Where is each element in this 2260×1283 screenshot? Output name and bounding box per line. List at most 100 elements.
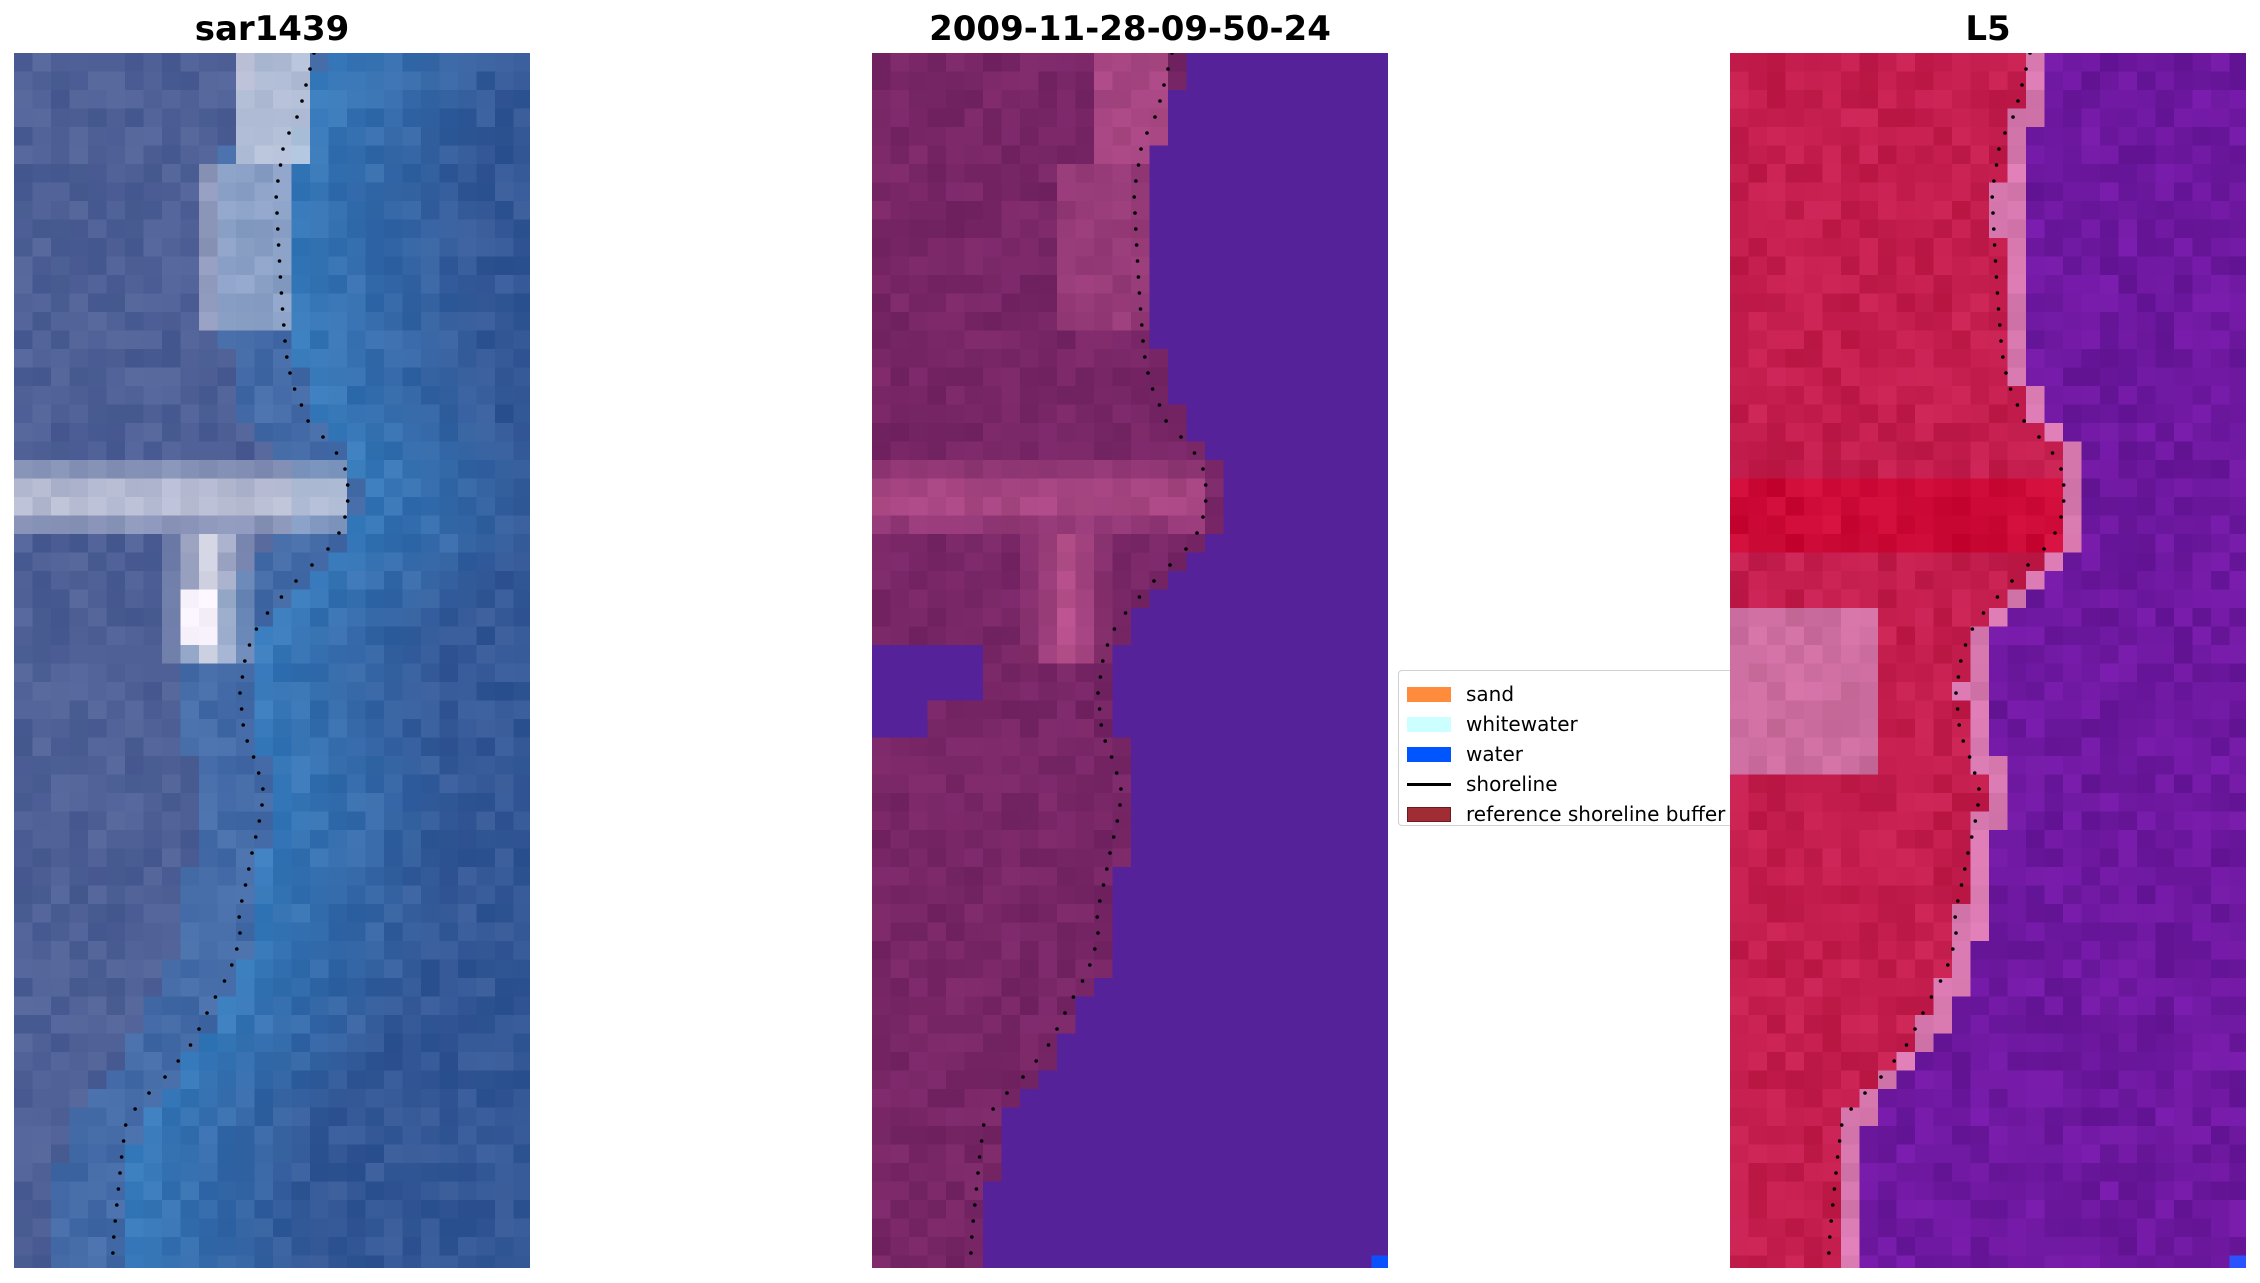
shoreline-point — [1046, 1043, 1051, 1047]
shoreline-point — [1170, 53, 1174, 55]
shoreline-point — [1137, 595, 1142, 599]
legend-label: shoreline — [1466, 772, 1558, 796]
shoreline-point — [1956, 899, 1960, 903]
shoreline-point — [1849, 1107, 1853, 1111]
shoreline-point — [1956, 675, 1961, 679]
shoreline-point — [235, 947, 239, 951]
shoreline-point — [1953, 915, 1957, 919]
shoreline-point — [970, 1235, 974, 1239]
shoreline-point — [1096, 931, 1100, 935]
shoreline-point — [1158, 99, 1162, 103]
shoreline-point — [112, 1235, 116, 1239]
shoreline-line-icon — [1407, 782, 1451, 786]
shoreline-point — [294, 579, 298, 583]
shoreline-point — [240, 899, 244, 903]
shoreline-point — [1112, 627, 1117, 631]
shoreline-point — [343, 467, 347, 471]
shoreline-point — [1146, 371, 1150, 375]
legend-item-sand: sand — [1399, 679, 1737, 709]
shoreline-point — [1195, 531, 1199, 535]
shoreline-point — [2016, 99, 2020, 103]
shoreline-point — [243, 659, 247, 663]
shoreline-point — [1957, 723, 1961, 727]
shoreline-point — [1967, 755, 1972, 759]
shoreline-point — [251, 755, 256, 759]
shoreline-point — [1963, 643, 1968, 647]
shoreline-point — [163, 1075, 167, 1079]
shoreline-point — [1913, 1027, 1917, 1031]
shoreline-point — [188, 1043, 193, 1047]
shoreline-point — [981, 1123, 986, 1127]
legend-label: whitewater — [1466, 712, 1578, 736]
shoreline-point — [2015, 403, 2020, 407]
shoreline-point — [1904, 1043, 1909, 1047]
rgb-image-panel — [14, 53, 530, 1268]
sand-swatch — [1407, 686, 1451, 702]
shoreline-point — [1863, 1091, 1867, 1095]
shoreline-point — [2011, 115, 2015, 119]
shoreline-point — [299, 403, 304, 407]
shoreline-point — [1114, 771, 1119, 775]
shoreline-point — [1118, 803, 1122, 807]
shoreline-point — [1201, 467, 1205, 471]
shoreline-point — [1959, 659, 1963, 663]
shoreline-point — [1168, 563, 1172, 567]
shoreline-point — [1166, 67, 1170, 71]
shoreline-point — [283, 339, 287, 343]
shoreline-point — [1109, 755, 1114, 759]
shoreline-point — [1150, 387, 1155, 391]
shoreline-point — [287, 131, 291, 135]
shoreline-point — [115, 1203, 119, 1207]
shoreline-point — [1951, 947, 1955, 951]
legend-item-reference-buffer: reference shoreline buffer — [1399, 799, 1737, 829]
shoreline-point — [979, 1139, 984, 1143]
shoreline-point — [1991, 211, 1995, 215]
shoreline-point — [1184, 547, 1188, 551]
shoreline-point — [2026, 563, 2030, 567]
shoreline-point — [1123, 611, 1128, 615]
legend-item-shoreline: shoreline — [1399, 769, 1737, 799]
panel-title-classified: 2009-11-28-09-50-24 — [929, 9, 1331, 49]
shoreline-point — [1921, 1011, 1925, 1015]
shoreline-point — [326, 547, 330, 551]
shoreline-point — [113, 1219, 117, 1223]
shoreline-point — [1954, 691, 1958, 695]
shoreline-point — [1828, 1235, 1832, 1239]
legend-label: reference shoreline buffer — [1466, 802, 1726, 826]
shoreline-point — [2001, 355, 2005, 359]
shoreline-point — [119, 1155, 124, 1159]
shoreline-point — [1157, 403, 1162, 407]
shoreline-point — [2037, 435, 2041, 439]
shoreline-point — [1133, 211, 1137, 215]
shoreline-point — [292, 387, 297, 391]
shoreline-point — [1162, 83, 1166, 87]
shoreline-point — [308, 67, 312, 71]
shoreline-point — [969, 1251, 973, 1255]
shoreline-point — [253, 835, 258, 839]
shoreline-point — [1981, 611, 1986, 615]
reference-buffer-swatch — [1407, 806, 1451, 822]
shoreline-point — [2004, 371, 2008, 375]
shoreline-point — [239, 707, 244, 711]
shoreline-point — [245, 739, 249, 743]
shoreline-point — [2053, 531, 2057, 535]
shoreline-point — [1135, 259, 1140, 263]
shoreline-point — [118, 1171, 122, 1175]
shoreline-point — [116, 1187, 121, 1191]
shoreline-point — [279, 595, 284, 599]
shoreline-point — [247, 867, 251, 871]
legend-item-whitewater: whitewater — [1399, 709, 1737, 739]
shoreline-point — [121, 1139, 126, 1143]
shoreline-point — [334, 451, 339, 455]
shoreline-point — [1946, 963, 1950, 967]
shoreline-point — [1105, 643, 1110, 647]
shoreline-point — [1835, 1155, 1840, 1159]
shoreline-point — [321, 435, 325, 439]
shoreline-point — [247, 643, 252, 647]
shoreline-point — [1099, 723, 1103, 727]
classified-image-panel — [872, 53, 1388, 1268]
shoreline-point — [1153, 115, 1157, 119]
shoreline-point — [261, 787, 265, 791]
shoreline-point — [1097, 707, 1102, 711]
shoreline-point — [2061, 499, 2066, 503]
